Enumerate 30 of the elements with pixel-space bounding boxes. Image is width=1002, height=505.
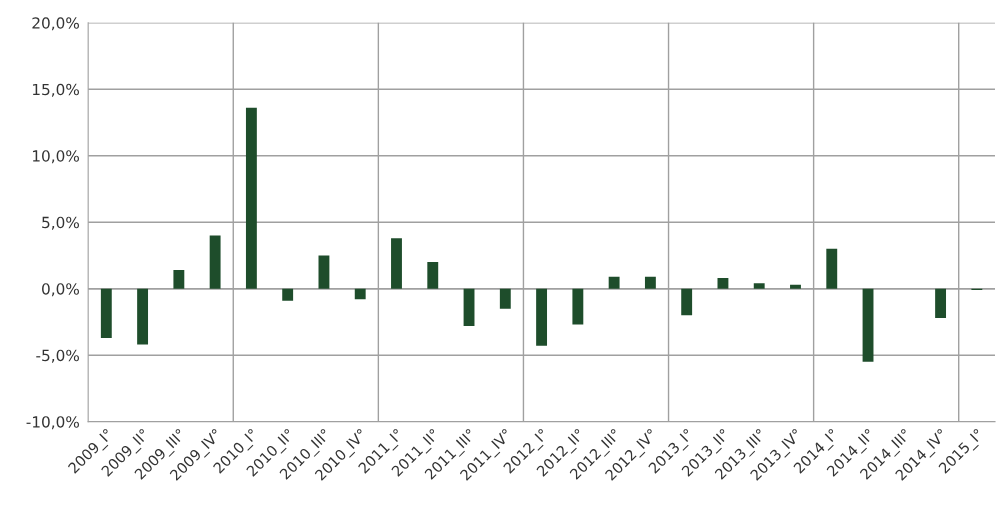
bar	[681, 288, 693, 316]
y-tick-label: 0,0%	[42, 283, 79, 297]
y-tick-label: 10,0%	[32, 150, 79, 164]
bar	[717, 278, 729, 289]
bar	[536, 288, 548, 346]
bar	[644, 276, 656, 289]
bar	[354, 288, 366, 300]
bar	[572, 288, 584, 325]
bar	[137, 288, 149, 345]
bar	[608, 276, 620, 289]
bar	[282, 288, 294, 301]
bar	[826, 248, 838, 289]
bar	[862, 288, 874, 362]
bar	[463, 288, 475, 326]
bar	[391, 238, 402, 289]
bar	[100, 288, 112, 338]
y-tick-label: 5,0%	[42, 216, 79, 230]
bar	[753, 283, 765, 289]
bar	[499, 288, 511, 309]
y-tick-label: -5,0%	[36, 349, 79, 363]
bar	[173, 270, 185, 289]
bar	[209, 235, 221, 289]
bar	[318, 255, 330, 289]
y-tick-label: -10,0%	[26, 416, 79, 430]
bar	[935, 288, 947, 318]
y-tick-label: 15,0%	[32, 83, 79, 97]
bar	[427, 262, 439, 289]
y-tick-label: 20,0%	[32, 17, 79, 31]
bar	[245, 107, 257, 289]
bar	[790, 284, 801, 289]
